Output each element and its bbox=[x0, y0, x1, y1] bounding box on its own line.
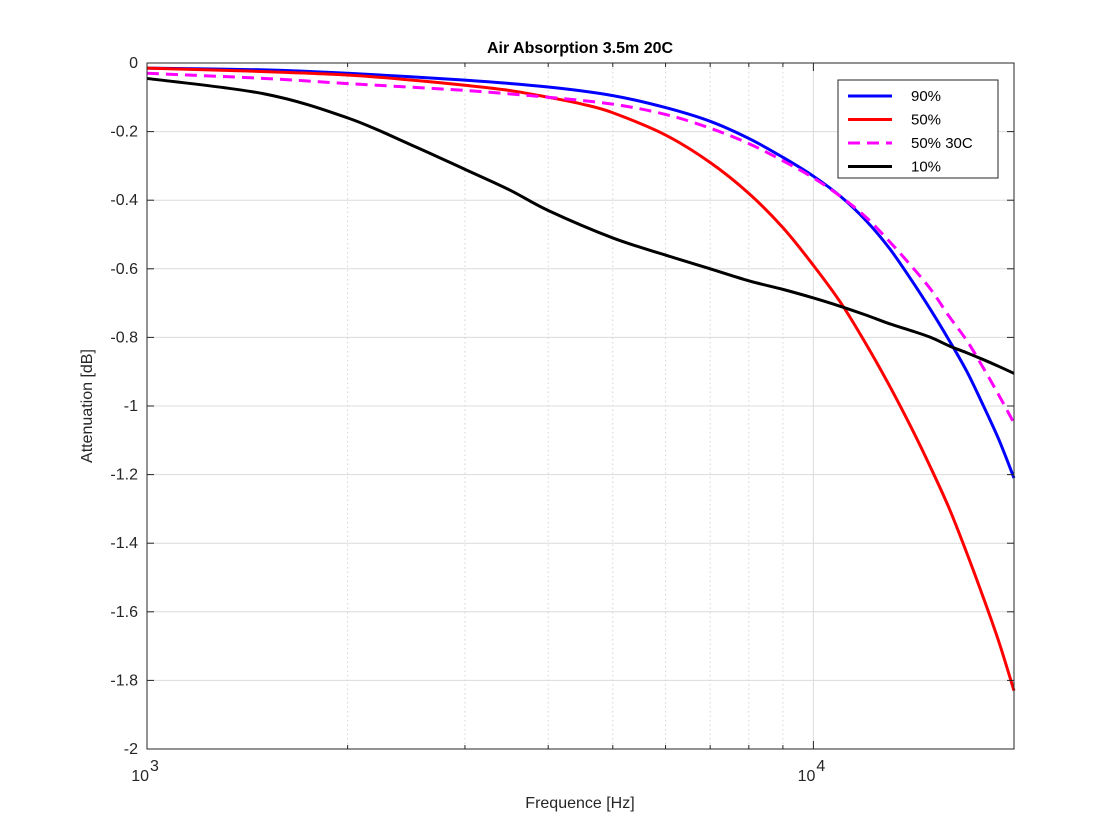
y-tick-label: -0.4 bbox=[110, 192, 138, 209]
x-tick-label-base: 10 bbox=[798, 768, 816, 785]
y-tick-label: -0.2 bbox=[110, 124, 138, 141]
y-tick-label: -2 bbox=[124, 741, 138, 758]
y-tick-label: 0 bbox=[129, 55, 138, 72]
y-axis-label: Attenuation [dB] bbox=[79, 349, 96, 463]
x-tick-label: 103 bbox=[131, 758, 159, 785]
y-tick-label: -1.8 bbox=[110, 672, 138, 689]
y-tick-label: -1.2 bbox=[110, 467, 138, 484]
y-tick-label: -0.8 bbox=[110, 329, 138, 346]
legend: 90% 50% 50% 30C 10% bbox=[837, 79, 999, 179]
legend-label: 10% bbox=[911, 159, 941, 176]
legend-label: 50% bbox=[911, 112, 941, 129]
y-tick-label: -1.6 bbox=[110, 604, 138, 621]
y-tick-label: -1 bbox=[124, 398, 138, 415]
series-line-0 bbox=[146, 66, 1016, 479]
series-line-3 bbox=[146, 76, 1015, 375]
chart-title: Air Absorption 3.5m 20C bbox=[487, 40, 674, 57]
x-tick-label-exponent: 3 bbox=[150, 758, 159, 775]
x-tick-label-exponent: 4 bbox=[816, 758, 825, 775]
x-axis-label: Frequence [Hz] bbox=[525, 795, 634, 812]
legend-label: 90% bbox=[911, 88, 941, 105]
y-tick-label: -0.6 bbox=[110, 261, 138, 278]
x-tick-label: 104 bbox=[798, 758, 826, 785]
x-tick-label-base: 10 bbox=[131, 768, 149, 785]
legend-label: 50% 30C bbox=[911, 135, 973, 152]
y-tick-label: -1.4 bbox=[110, 535, 138, 552]
series-layer bbox=[146, 66, 1016, 692]
legend-items: 90% 50% 50% 30C 10% bbox=[848, 88, 973, 176]
tick-layer: 0-0.2-0.4-0.6-0.8-1-1.2-1.4-1.6-1.8-2103… bbox=[110, 55, 1014, 785]
series-line-1 bbox=[146, 66, 1016, 692]
